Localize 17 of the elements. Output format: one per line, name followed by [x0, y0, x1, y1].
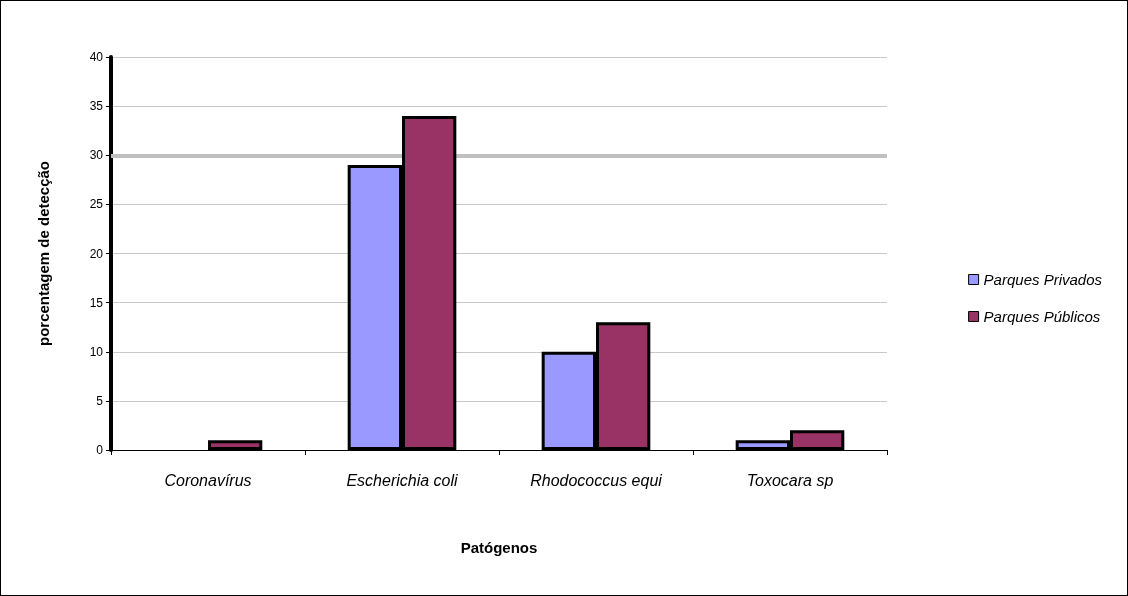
y-tick-label: 40	[89, 50, 104, 64]
y-tick-label: 35	[89, 99, 104, 114]
legend-label: Parques Públicos	[983, 308, 1101, 325]
x-tick-label: Escherichia coli	[346, 471, 459, 489]
y-axis-title: porcentagem de detecção	[35, 160, 52, 347]
y-tick-label: 30	[89, 148, 104, 163]
y-tick-label: 25	[89, 197, 104, 212]
x-tick-label: Rhodococcus equi	[530, 471, 663, 489]
y-tick-label: 20	[89, 246, 104, 261]
legend-label: Parques Privados	[983, 271, 1103, 288]
x-tick-label: Toxocara sp	[746, 471, 834, 489]
y-tick-label: 10	[89, 344, 104, 359]
x-axis-title: Patógenos	[460, 539, 538, 556]
y-tick-label: 5	[96, 393, 104, 408]
x-tick-label: Coronavírus	[164, 471, 252, 489]
y-tick-label: 15	[89, 295, 104, 310]
y-tick-label: 0	[96, 443, 104, 457]
